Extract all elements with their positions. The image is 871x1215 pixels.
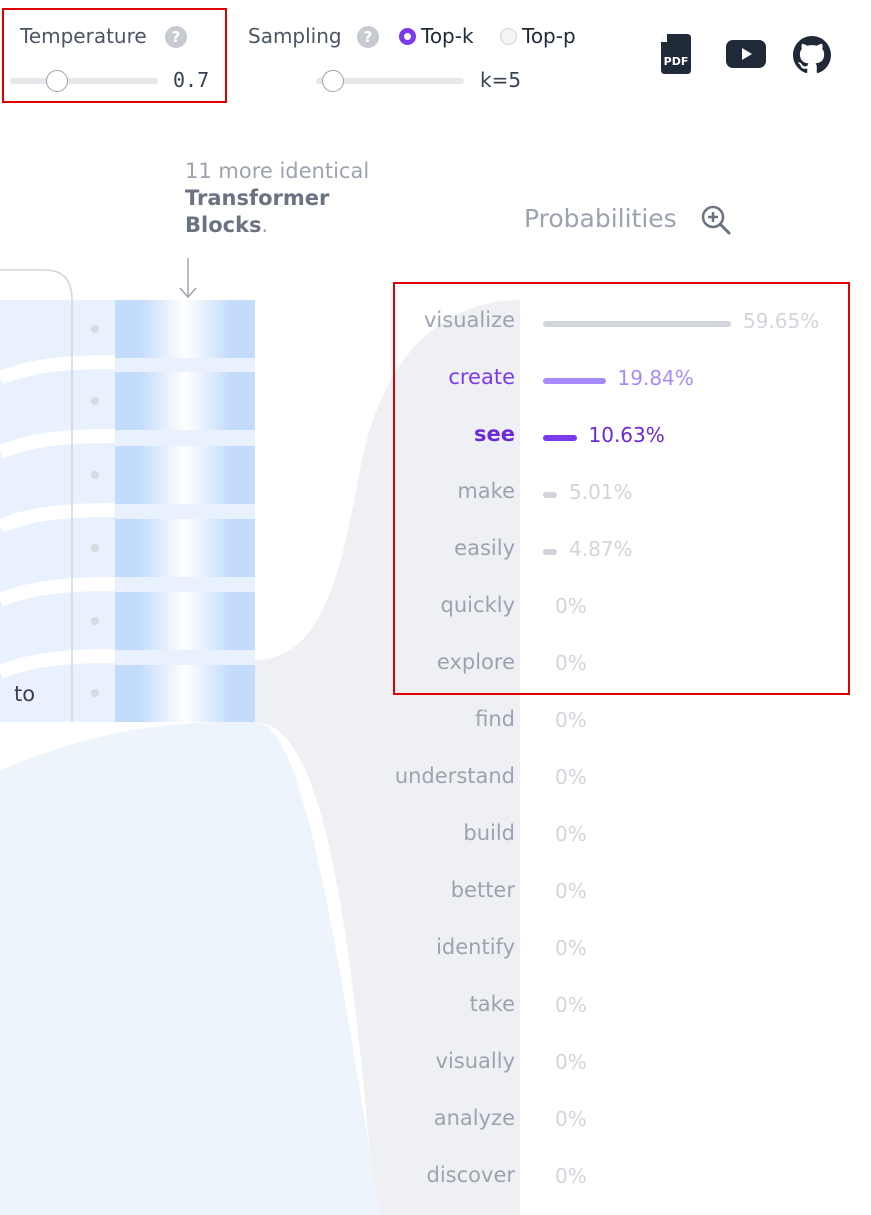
token-word: quickly (440, 593, 515, 617)
temperature-help-icon[interactable]: ? (165, 26, 187, 48)
header-curve (0, 269, 73, 722)
token-probability-bar (543, 549, 557, 555)
token-probability-value: 0% (555, 1107, 587, 1131)
token-probability-value: 0% (555, 1050, 587, 1074)
token-word: discover (426, 1163, 515, 1187)
transformer-blocks (115, 300, 255, 722)
k-value: k=5 (480, 68, 522, 92)
attention-curves (0, 355, 116, 679)
svg-text:PDF: PDF (664, 55, 689, 68)
token-word: easily (454, 536, 515, 560)
input-token: to (14, 682, 36, 706)
token-probability-bar (543, 435, 577, 441)
token-probability-value: 19.84% (617, 366, 694, 390)
k-slider-thumb[interactable] (322, 70, 344, 92)
token-word: better (450, 878, 515, 902)
token-probability-bar (543, 492, 557, 498)
top-p-label[interactable]: Top-p (522, 24, 576, 48)
token-probability-bar (543, 321, 731, 327)
top-p-radio[interactable] (500, 28, 517, 45)
annotation-line1: 11 more identical (185, 159, 370, 183)
token-word: find (475, 707, 515, 731)
youtube-icon[interactable] (725, 39, 767, 69)
token-probability-value: 0% (555, 651, 587, 675)
token-word: create (448, 365, 515, 389)
zoom-in-icon[interactable] (699, 203, 733, 237)
token-word: see (474, 422, 515, 446)
temperature-highlight (2, 8, 227, 103)
annotation-bold2: Blocks (185, 213, 262, 237)
token-word: take (469, 992, 515, 1016)
token-probability-value: 0% (555, 822, 587, 846)
annotation-tail: . (261, 213, 269, 237)
temperature-value: 0.7 (173, 68, 210, 92)
top-k-label[interactable]: Top-k (421, 24, 474, 48)
token-word: build (463, 821, 515, 845)
top-k-radio[interactable] (399, 28, 416, 45)
token-probability-value: 0% (555, 708, 587, 732)
token-word: analyze (433, 1106, 515, 1130)
token-probability-value: 0% (555, 1164, 587, 1188)
token-word: visually (435, 1049, 515, 1073)
token-probability-bar (543, 378, 606, 384)
token-probability-value: 10.63% (588, 423, 665, 447)
token-probability-value: 0% (555, 936, 587, 960)
probabilities-title: Probabilities (524, 204, 677, 233)
sampling-label: Sampling (248, 24, 342, 48)
token-probability-value: 5.01% (569, 480, 633, 504)
token-word: explore (436, 650, 515, 674)
token-word: understand (394, 764, 515, 788)
pdf-icon[interactable]: PDF (659, 34, 695, 74)
temperature-slider-thumb[interactable] (46, 70, 68, 92)
probability-fan (255, 300, 520, 1215)
annotation-bold1: Transformer (185, 186, 330, 210)
token-probability-value: 4.87% (569, 537, 633, 561)
probabilities-highlight (393, 282, 850, 695)
transformer-annotation: 11 more identical Transformer Blocks. (185, 158, 405, 239)
token-probability-value: 0% (555, 765, 587, 789)
token-word: visualize (424, 308, 515, 332)
github-icon[interactable] (793, 36, 831, 74)
token-probability-value: 0% (555, 993, 587, 1017)
output-flow (0, 722, 380, 1215)
temperature-slider-track[interactable] (10, 78, 158, 84)
down-arrow-icon (179, 258, 197, 299)
token-word: identify (436, 935, 515, 959)
token-probability-value: 0% (555, 879, 587, 903)
temperature-label: Temperature (20, 24, 147, 48)
token-probability-value: 0% (555, 594, 587, 618)
k-slider-track[interactable] (316, 78, 464, 84)
token-word: make (457, 479, 515, 503)
token-probability-value: 59.65% (743, 309, 820, 333)
position-dots (91, 325, 99, 697)
sampling-help-icon[interactable]: ? (357, 26, 379, 48)
